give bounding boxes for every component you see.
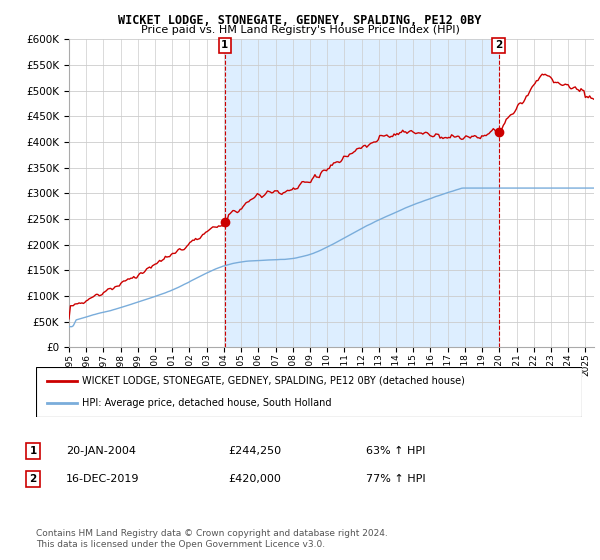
Text: 2: 2 (495, 40, 502, 50)
Text: 20-JAN-2004: 20-JAN-2004 (66, 446, 136, 456)
Text: WICKET LODGE, STONEGATE, GEDNEY, SPALDING, PE12 0BY (detached house): WICKET LODGE, STONEGATE, GEDNEY, SPALDIN… (82, 376, 465, 386)
Text: 16-DEC-2019: 16-DEC-2019 (66, 474, 139, 484)
Text: 1: 1 (29, 446, 37, 456)
Text: HPI: Average price, detached house, South Holland: HPI: Average price, detached house, Sout… (82, 398, 332, 408)
Text: £420,000: £420,000 (228, 474, 281, 484)
Text: WICKET LODGE, STONEGATE, GEDNEY, SPALDING, PE12 0BY: WICKET LODGE, STONEGATE, GEDNEY, SPALDIN… (118, 14, 482, 27)
Bar (225, 39, 499, 347)
Text: 2: 2 (29, 474, 37, 484)
Text: Price paid vs. HM Land Registry's House Price Index (HPI): Price paid vs. HM Land Registry's House … (140, 25, 460, 35)
Text: 77% ↑ HPI: 77% ↑ HPI (366, 474, 425, 484)
Text: 1: 1 (221, 40, 229, 50)
Text: 63% ↑ HPI: 63% ↑ HPI (366, 446, 425, 456)
Text: Contains HM Land Registry data © Crown copyright and database right 2024.
This d: Contains HM Land Registry data © Crown c… (36, 529, 388, 549)
Text: £244,250: £244,250 (228, 446, 281, 456)
